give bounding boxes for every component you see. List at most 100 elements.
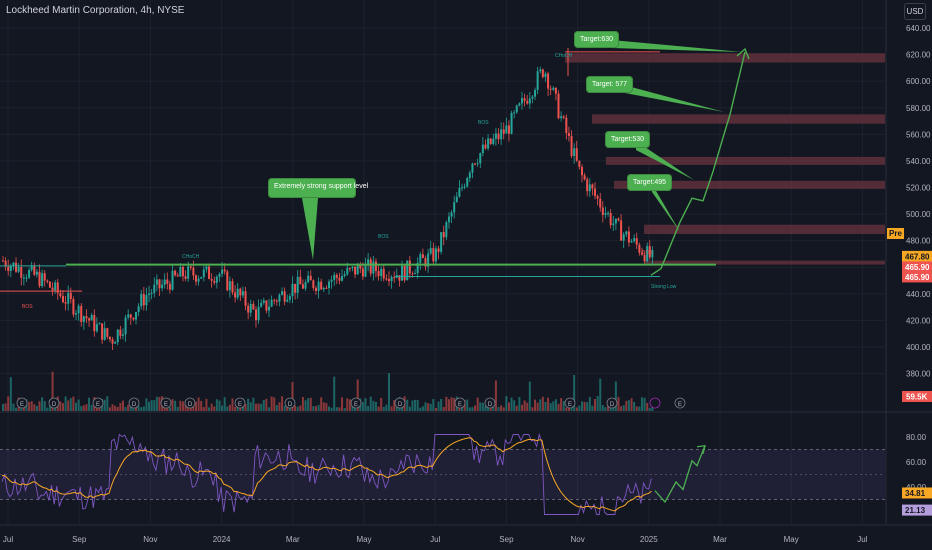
volume-bar <box>12 403 15 411</box>
candle-body <box>299 276 302 285</box>
candle-body <box>447 216 450 223</box>
volume-bar <box>317 404 320 411</box>
candle-body <box>445 222 448 238</box>
candle-body <box>48 281 51 288</box>
candle-body <box>119 329 122 336</box>
dividend-marker <box>128 397 140 409</box>
candle-body <box>208 266 211 280</box>
volume-bar <box>179 400 182 411</box>
candle-body <box>526 100 529 104</box>
candle-body <box>471 163 474 173</box>
candle-body <box>489 138 492 145</box>
volume-bar <box>197 397 200 411</box>
volume-bar <box>599 378 602 411</box>
candle-body <box>474 163 477 165</box>
candle-body <box>583 175 586 180</box>
price-tick: 640.00 <box>906 24 931 33</box>
volume-bar <box>108 407 111 411</box>
candle-body <box>15 262 18 272</box>
volume-bar <box>547 397 550 411</box>
candle-body <box>234 292 237 298</box>
volume-bar <box>617 397 620 411</box>
candle-body <box>132 317 135 320</box>
candle-body <box>137 306 140 313</box>
candle-body <box>570 135 573 157</box>
volume-bar <box>254 403 257 411</box>
candle-body <box>69 292 72 299</box>
volume-bar <box>507 402 510 411</box>
candle-body <box>161 284 164 289</box>
dividend-label: D <box>132 402 137 408</box>
rsi-tick: 60.00 <box>906 458 927 467</box>
volume-bar <box>374 401 377 411</box>
dividend-marker <box>484 397 496 409</box>
volume-bar <box>646 403 649 411</box>
dividend-label: D <box>398 402 403 408</box>
volume-bar <box>541 396 544 411</box>
candle-body <box>432 248 435 262</box>
volume-bar <box>487 406 490 411</box>
candle-body <box>98 323 101 325</box>
volume-bar <box>620 406 623 411</box>
price-tick: 380.00 <box>906 370 931 379</box>
split-marker <box>649 397 661 409</box>
symbol-title: Lockheed Martin Corporation, 4h, NYSE <box>6 5 185 16</box>
volume-bar <box>419 407 422 411</box>
rsi-label: 34.81 <box>905 489 926 498</box>
candle-body <box>51 287 54 291</box>
candle-body <box>41 273 44 287</box>
candle-body <box>179 267 182 277</box>
volume-bar <box>635 406 638 411</box>
candle-body <box>586 179 589 192</box>
volume-bar <box>228 404 231 411</box>
candle-body <box>82 316 85 322</box>
volume-bar <box>442 406 445 411</box>
candle-body <box>625 231 628 235</box>
earnings-label: E <box>238 402 242 408</box>
candle-body <box>505 125 508 134</box>
candle-body <box>202 269 205 278</box>
volume-bar <box>38 401 41 411</box>
candle-body <box>33 265 36 275</box>
candle-body <box>421 254 424 259</box>
candle-body <box>359 265 362 269</box>
volume-bar <box>520 404 523 411</box>
volume-bar <box>46 407 49 411</box>
candle-body <box>257 306 260 321</box>
candle-body <box>304 282 307 289</box>
candle-body <box>481 144 484 154</box>
candle-body <box>515 105 518 113</box>
volume-bar <box>406 399 409 411</box>
volume-bar <box>544 401 547 411</box>
pre-badge: Pre <box>887 228 904 239</box>
volume-bar <box>312 406 315 411</box>
candle-body <box>268 306 271 311</box>
price-label-bg <box>902 271 932 283</box>
volume-bar <box>515 405 518 411</box>
rsi-label-bg <box>902 487 932 499</box>
candle-body <box>163 279 166 285</box>
dividend-marker <box>394 397 406 409</box>
callout-target-630: Target:630 <box>574 31 620 48</box>
currency-button[interactable]: USD <box>904 3 926 20</box>
volume-bar <box>30 401 33 411</box>
candle-body <box>573 148 576 157</box>
candle-body <box>640 252 643 255</box>
volume-bar <box>4 403 7 411</box>
dividend-marker <box>184 397 196 409</box>
volume-bar <box>35 405 38 411</box>
volume-bar <box>320 397 323 411</box>
price-label-bg <box>902 261 932 273</box>
candle-body <box>142 294 145 306</box>
time-tick: 2025 <box>640 535 658 544</box>
volume-bar <box>43 401 46 411</box>
candle-body <box>278 294 281 302</box>
bos-label: BOS <box>378 234 389 240</box>
earnings-label: E <box>96 402 100 408</box>
candle-body <box>330 279 333 282</box>
candle-body <box>348 268 351 270</box>
volume-bar <box>119 402 122 411</box>
candle-body <box>114 342 117 344</box>
